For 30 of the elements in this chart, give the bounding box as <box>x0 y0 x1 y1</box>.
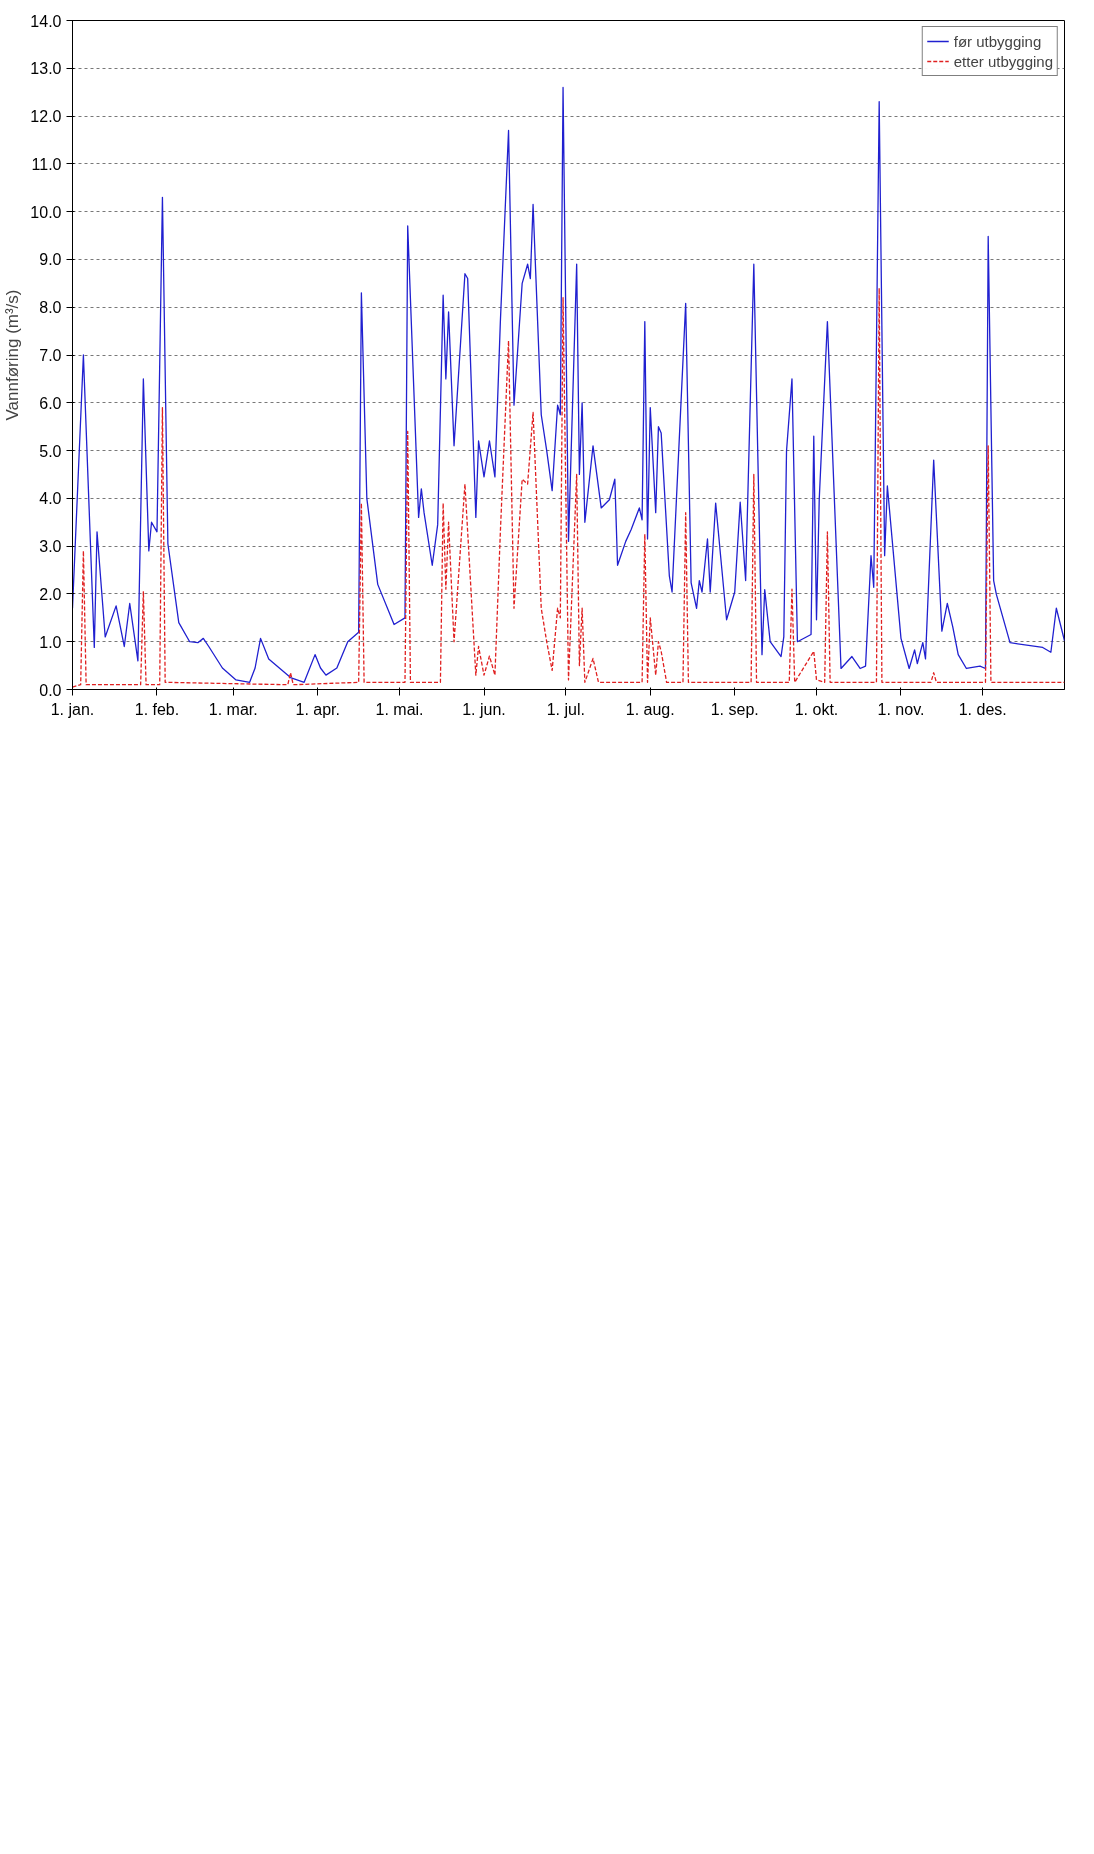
y-tick-label: 3.0 <box>39 538 62 556</box>
x-tick-label: 1. aug. <box>625 700 675 718</box>
y-tick-label: 10.0 <box>30 203 62 221</box>
x-tick-label: 1. okt. <box>794 700 839 718</box>
legend-label: etter utbygging <box>953 52 1053 70</box>
x-tick-label: 1. des. <box>958 700 1007 718</box>
x-tick-label: 1. mar. <box>208 700 258 718</box>
y-tick-label: 8.0 <box>39 299 62 317</box>
y-axis-title: Vannføring (m³/s) <box>3 289 23 421</box>
y-tick-label: 14.0 <box>30 12 62 30</box>
y-tick-label: 0.0 <box>39 681 62 699</box>
x-tick-label: 1. apr. <box>295 700 341 718</box>
y-tick-label: 12.0 <box>30 108 62 126</box>
y-tick-label: 11.0 <box>31 155 62 173</box>
x-tick-label: 1. jul. <box>546 700 585 718</box>
y-tick-label: 6.0 <box>39 394 62 412</box>
x-tick-label: 1. feb. <box>134 700 180 718</box>
y-tick-label: 9.0 <box>39 251 62 269</box>
legend-label: før utbygging <box>953 32 1042 50</box>
y-tick-label: 1.0 <box>39 633 62 651</box>
x-tick-label: 1. jun. <box>462 700 506 718</box>
y-tick-label: 4.0 <box>39 490 62 508</box>
y-tick-label: 5.0 <box>39 442 62 460</box>
x-tick-label: 1. sep. <box>710 700 759 718</box>
y-tick-label: 13.0 <box>30 60 62 78</box>
x-tick-label: 1. mai. <box>375 700 424 718</box>
x-tick-label: 1. nov. <box>877 700 925 718</box>
x-tick-label: 1. jan. <box>50 700 95 718</box>
y-tick-label: 7.0 <box>39 347 62 364</box>
y-tick-label: 2.0 <box>39 585 62 603</box>
